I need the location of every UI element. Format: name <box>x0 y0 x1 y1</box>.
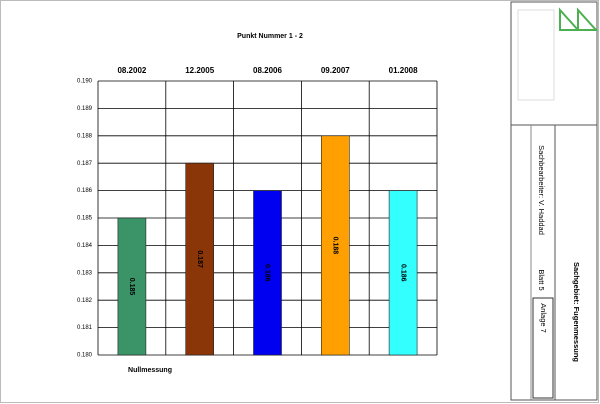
bar <box>320 135 350 356</box>
x-tick-label: 08.2002 <box>117 66 146 75</box>
bar <box>117 217 147 356</box>
y-tick-label: 0.182 <box>77 298 93 304</box>
y-tick-label: 0.183 <box>77 270 93 276</box>
y-tick-label: 0.189 <box>77 106 93 112</box>
y-tick-label: 0.190 <box>77 79 93 85</box>
y-tick-label: 0.181 <box>77 325 93 331</box>
x-tick-label: 01.2008 <box>389 66 418 75</box>
bar <box>388 190 418 356</box>
logo <box>517 7 599 101</box>
value-label: 0.187 <box>196 250 203 268</box>
title-block-frame <box>510 1 598 401</box>
y-tick-label: 0.184 <box>77 243 93 249</box>
sheet: Blatt 5 <box>537 269 546 290</box>
x-tick-label: 08.2006 <box>253 66 282 75</box>
x-axis-label: Nullmessung <box>128 367 172 374</box>
bar <box>253 190 282 356</box>
value-label: 0.186 <box>264 264 271 282</box>
attachment: Anlage 7 <box>539 303 548 333</box>
value-label: 0.185 <box>128 278 135 296</box>
subject: Sachgebiet: Fugenmessung <box>572 262 581 362</box>
y-tick-label: 0.187 <box>77 161 93 167</box>
value-label: 0.186 <box>399 264 406 282</box>
author: Sachbearbeiter: V. Haddad <box>537 145 546 235</box>
x-tick-label: 09.2007 <box>321 66 350 75</box>
y-tick-label: 0.180 <box>77 353 93 359</box>
chart-title: Punkt Nummer 1 - 2 <box>237 33 303 40</box>
y-tick-label: 0.185 <box>77 216 93 222</box>
y-tick-label: 0.186 <box>77 188 93 194</box>
value-label: 0.188 <box>331 237 338 255</box>
bar <box>185 162 214 356</box>
attachment-box <box>532 297 554 399</box>
y-tick-label: 0.188 <box>77 133 93 139</box>
x-tick-label: 12.2005 <box>185 66 214 75</box>
